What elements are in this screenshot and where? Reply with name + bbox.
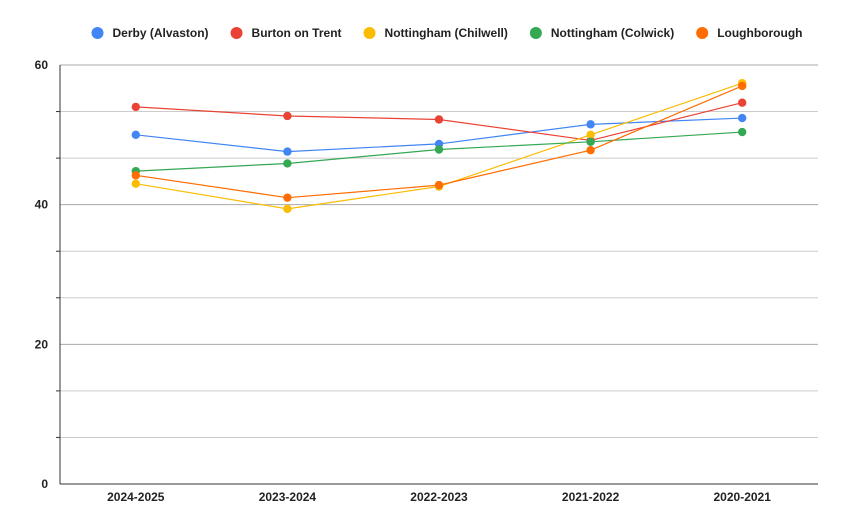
legend-item[interactable]: Burton on Trent	[230, 26, 342, 40]
data-point[interactable]	[283, 159, 292, 168]
series-0	[131, 113, 747, 156]
data-point[interactable]	[738, 81, 747, 91]
legend-item[interactable]: Nottingham (Colwick)	[529, 26, 674, 40]
data-point[interactable]	[131, 130, 140, 140]
legend-label: Burton on Trent	[252, 26, 342, 40]
y-tick-label: 0	[41, 477, 48, 491]
data-point[interactable]	[434, 115, 444, 124]
data-point[interactable]	[738, 98, 747, 107]
data-point[interactable]	[738, 113, 747, 123]
data-point[interactable]	[586, 137, 595, 147]
data-point[interactable]	[434, 145, 444, 154]
legend: Derby (Alvaston) Burton on Trent Nottingha…	[91, 26, 803, 40]
data-point[interactable]	[283, 147, 292, 156]
x-tick-label: 2023-2024	[259, 490, 317, 504]
legend-marker	[696, 27, 709, 39]
x-tick-label: 2021-2022	[562, 490, 620, 504]
legend-marker	[363, 27, 376, 39]
y-tick-label: 40	[35, 198, 49, 212]
series-3	[131, 127, 747, 176]
legend-marker	[230, 27, 243, 39]
legend-item[interactable]: Derby (Alvaston)	[91, 26, 209, 40]
data-point[interactable]	[434, 180, 444, 190]
legend-label: Nottingham (Chilwell)	[385, 26, 508, 40]
data-point[interactable]	[131, 179, 140, 188]
data-point[interactable]	[283, 193, 292, 202]
x-tick-label: 2024-2025	[107, 490, 165, 504]
legend-label: Nottingham (Colwick)	[551, 26, 674, 40]
data-point[interactable]	[586, 145, 595, 155]
axes: 0 20 40 60 2024-2025 2023-2024 2022-2023 2021-2…	[35, 58, 818, 504]
series-4	[131, 81, 747, 202]
x-tick-label: 2022-2023	[410, 490, 468, 504]
gridlines	[60, 64, 818, 485]
legend-item[interactable]: Loughborough	[696, 26, 803, 40]
data-point[interactable]	[283, 204, 292, 214]
x-tick-label: 2020-2021	[714, 490, 772, 504]
data-point[interactable]	[131, 102, 140, 112]
y-tick-label: 60	[35, 58, 49, 72]
data-point[interactable]	[586, 120, 595, 129]
legend-label: Loughborough	[717, 26, 802, 40]
legend-marker	[91, 27, 104, 39]
y-tick-label: 20	[35, 337, 49, 351]
legend-item[interactable]: Nottingham (Chilwell)	[363, 26, 508, 40]
data-point[interactable]	[586, 130, 595, 140]
legend-marker	[529, 27, 542, 39]
data-point[interactable]	[738, 127, 747, 137]
legend-label: Derby (Alvaston)	[113, 26, 209, 40]
data-point[interactable]	[283, 111, 292, 121]
data-point[interactable]	[131, 171, 140, 180]
series-lines	[131, 78, 747, 214]
